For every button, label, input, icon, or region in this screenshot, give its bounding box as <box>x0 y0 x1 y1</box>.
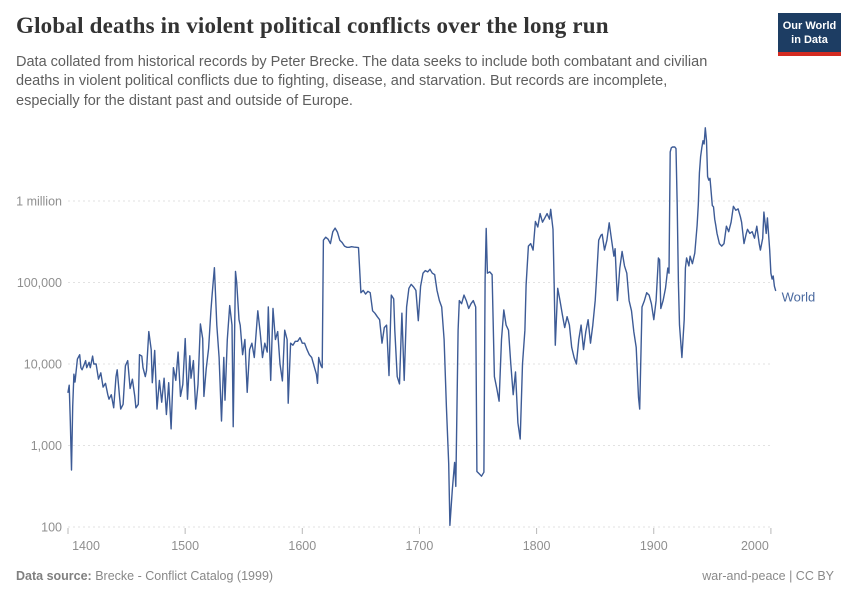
y-axis-label-1000000: 1 million <box>16 195 62 209</box>
x-axis-label-1400: 1400 <box>72 539 100 553</box>
owid-logo-line-2: in Data <box>791 34 828 47</box>
world-series-line <box>67 127 777 526</box>
data-source: Data source: Brecke - Conflict Catalog (… <box>16 569 273 583</box>
y-axis-label-100000: 100,000 <box>17 276 62 290</box>
x-axis-label-1800: 1800 <box>523 539 551 553</box>
x-axis-label-2000: 2000 <box>741 539 769 553</box>
owid-logo-line-1: Our World <box>782 20 837 32</box>
subtitle-line-3: especially for the distant past and outs… <box>16 92 353 109</box>
x-axis-label-1600: 1600 <box>288 539 316 553</box>
page-title: Global deaths in violent political confl… <box>16 13 609 38</box>
data-source-label: Data source: <box>16 569 92 583</box>
subtitle-line-1: Data collated from historical records by… <box>16 54 708 70</box>
chart-footer: Data source: Brecke - Conflict Catalog (… <box>16 569 834 589</box>
license-link[interactable]: war-and-peace | CC BY <box>702 569 834 583</box>
world-series-label: World <box>782 289 816 304</box>
y-axis-label-1000: 1,000 <box>31 439 62 453</box>
x-axis-label-1900: 1900 <box>640 539 668 553</box>
y-axis-label-10000: 10,000 <box>24 358 62 372</box>
chart-subtitle: Data collated from historical records by… <box>16 53 776 111</box>
data-source-value: Brecke - Conflict Catalog (1999) <box>91 569 274 583</box>
x-axis-label-1500: 1500 <box>171 539 199 553</box>
owid-logo: Our World in Data <box>778 13 841 56</box>
y-axis-label-100: 100 <box>41 521 62 535</box>
subtitle-line-2: deaths in violent political conflicts du… <box>16 73 668 90</box>
x-axis-label-1700: 1700 <box>406 539 434 553</box>
